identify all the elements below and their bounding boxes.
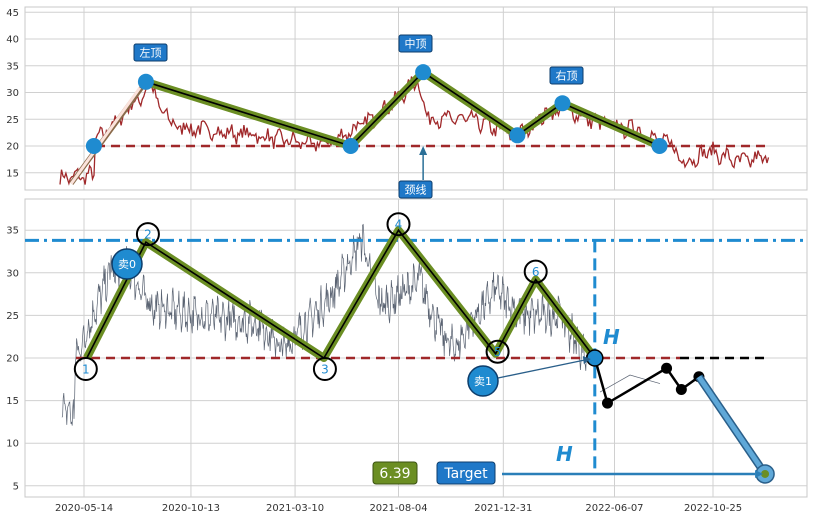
target-value-text: 6.39	[379, 466, 410, 482]
bottom-y-tick-label: 25	[6, 311, 19, 322]
bottom-pattern-line	[86, 228, 596, 360]
middle-top-label: 中顶	[398, 34, 433, 53]
top-y-tick-label: 40	[6, 35, 19, 46]
pattern-point-label: 1	[82, 363, 90, 377]
x-tick-label: 2021-03-10	[266, 503, 324, 514]
sell1-label: 卖1	[474, 375, 492, 388]
right-top-text: 右顶	[556, 69, 578, 83]
neckline-text: 颈线	[405, 183, 427, 197]
height-label-upper: H	[603, 325, 620, 349]
bottom-y-tick-label: 15	[6, 396, 19, 407]
top-pattern-point	[415, 64, 432, 81]
pattern-point-ring	[386, 212, 411, 237]
bottom-y-tick-label: 10	[6, 439, 19, 450]
bottom-pattern-layer: 1 2 3 4 5 6 卖0 卖1	[25, 212, 807, 484]
top-y-tick-label: 25	[6, 115, 19, 126]
prediction-band	[696, 375, 768, 476]
bottom-y-tick-label: 5	[13, 481, 19, 492]
x-tick-label: 2020-10-13	[162, 503, 220, 514]
bottom-annotations: 6.39 Target H H	[372, 325, 620, 485]
sell0-label: 卖0	[118, 258, 136, 271]
x-tick-label: 2021-08-04	[369, 503, 427, 514]
x-tick-label: 2020-05-14	[55, 503, 113, 514]
x-ticks: 2020-05-14 2020-10-13 2021-03-10 2021-08-04…	[55, 503, 742, 514]
pattern-point-ring	[135, 222, 160, 247]
sell1-point	[586, 349, 604, 367]
pattern-point-ring	[523, 259, 548, 284]
x-tick-label: 2022-06-07	[585, 503, 643, 514]
top-pattern-point	[509, 127, 526, 144]
top-pattern-layer	[69, 64, 770, 185]
post-break-point	[675, 384, 687, 396]
bottom-y-tick-label: 20	[6, 354, 19, 365]
pattern-point-ring	[73, 357, 98, 381]
entry-arrow	[70, 86, 142, 185]
pattern-point-label: 5	[494, 345, 502, 359]
pattern-point-ring	[485, 339, 510, 364]
top-y-tick-label: 15	[6, 168, 19, 179]
top-pattern-line	[145, 71, 660, 147]
height-label-lower: H	[556, 442, 573, 466]
sell1-arrow	[497, 359, 585, 379]
bottom-price-line	[61, 223, 587, 426]
sell1-marker	[467, 365, 499, 397]
sell1-arrowhead	[582, 356, 591, 364]
bottom-y-ticks: 5 10 15 20 25 30 35	[6, 226, 19, 493]
right-top-label: 右顶	[549, 66, 584, 85]
post-break-point	[601, 397, 613, 409]
pattern-point-label: 6	[532, 265, 540, 279]
top-pattern-point	[651, 138, 668, 154]
top-pattern-point	[342, 138, 359, 154]
neckline-label: 颈线	[398, 180, 433, 199]
top-y-tick-label: 45	[6, 8, 19, 19]
top-y-tick-label: 35	[6, 61, 19, 72]
sell0-marker	[111, 248, 143, 280]
x-tick-label: 2022-10-25	[684, 503, 742, 514]
target-marker-core	[761, 469, 770, 478]
bottom-y-tick-label: 35	[6, 226, 19, 237]
left-top-text: 左顶	[140, 47, 162, 60]
top-y-tick-label: 20	[6, 142, 19, 153]
pattern-point-label: 3	[321, 363, 329, 377]
target-arrowhead	[755, 469, 764, 478]
top-pattern-point	[554, 95, 571, 112]
middle-top-text: 中顶	[405, 38, 427, 51]
left-top-label: 左顶	[133, 43, 168, 62]
neckline-arrowhead	[419, 146, 428, 155]
top-y-ticks: 15 20 25 30 35 40 45	[6, 8, 19, 180]
top-pattern-point	[85, 138, 102, 154]
target-label-text: Target	[443, 466, 488, 482]
top-y-tick-label: 30	[6, 88, 19, 99]
target-value-box: 6.39	[372, 461, 418, 485]
x-tick-label: 2021-12-31	[474, 503, 532, 514]
top-annotations: 左顶 中顶 右顶 颈线	[133, 34, 584, 199]
bottom-price-series	[61, 223, 661, 426]
pattern-point-label: 4	[395, 218, 403, 232]
target-label-box: Target	[436, 461, 496, 485]
pattern-point-ring	[312, 357, 337, 381]
pattern-point-label: 2	[144, 228, 152, 242]
post-break-point	[661, 362, 673, 374]
bottom-price-tail	[599, 374, 661, 393]
bottom-y-tick-label: 30	[6, 268, 19, 279]
top-pattern-point	[137, 73, 154, 90]
